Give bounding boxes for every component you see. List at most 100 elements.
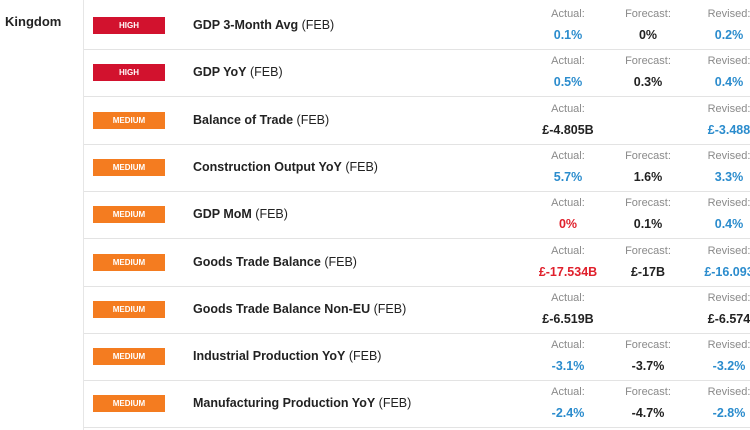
actual-label: Actual: xyxy=(551,8,585,20)
event-title: GDP 3-Month Avg xyxy=(193,18,299,32)
importance-badge: MEDIUM xyxy=(93,348,165,366)
actual-value: 0.1% xyxy=(553,28,583,42)
event-name: Balance of Trade (FEB) xyxy=(193,113,329,127)
forecast-label: Forecast: xyxy=(625,244,671,257)
event-name: Construction Output YoY (FEB) xyxy=(193,160,378,174)
revised-label: Revised: xyxy=(707,8,750,20)
actual-label: Actual: xyxy=(551,102,585,115)
revised-cell: Revised: -3.2% xyxy=(689,339,750,373)
actual-value: 0% xyxy=(558,217,578,232)
actual-cell: Actual: £-6.519B xyxy=(528,292,608,326)
revised-label: Revised: xyxy=(707,386,750,399)
actual-label: Actual: xyxy=(551,339,585,352)
importance-badge: MEDIUM xyxy=(93,300,165,318)
revised-cell: Revised: £-16.093 xyxy=(689,245,750,279)
event-title: Goods Trade Balance xyxy=(193,254,321,269)
importance-badge: HIGH xyxy=(93,64,165,82)
event-title: Goods Trade Balance Non-EU xyxy=(193,301,371,316)
actual-value: £-17.534B xyxy=(538,264,598,279)
actual-cell: Actual: £-17.534B xyxy=(528,245,608,279)
forecast-value: -4.7% xyxy=(631,406,665,421)
revised-cell: Revised: 3.3% xyxy=(689,150,750,184)
revised-label: Revised: xyxy=(707,55,750,68)
event-title: Construction Output YoY xyxy=(193,159,342,174)
forecast-cell: Forecast: -4.7% xyxy=(608,386,688,420)
forecast-value: 0% xyxy=(638,28,658,42)
forecast-label: Forecast: xyxy=(625,8,671,20)
forecast-cell: Forecast: -3.7% xyxy=(608,339,688,373)
actual-value: -3.1% xyxy=(551,359,585,374)
revised-value: -3.2% xyxy=(712,359,746,374)
event-row: HIGH GDP YoY (FEB) Actual: 0.5% Forecast: 0.3… xyxy=(84,49,750,98)
actual-label: Actual: xyxy=(551,197,585,210)
forecast-label: Forecast: xyxy=(625,149,671,162)
importance-badge: MEDIUM xyxy=(93,253,165,271)
forecast-cell: Forecast: 0% xyxy=(608,8,688,42)
event-title: GDP MoM xyxy=(193,207,252,222)
actual-value: -2.4% xyxy=(551,406,585,421)
actual-label: Actual: xyxy=(551,291,585,304)
event-title: GDP YoY xyxy=(193,65,247,80)
revised-label: Revised: xyxy=(707,244,750,257)
actual-label: Actual: xyxy=(551,55,585,68)
forecast-cell: Forecast: 0.3% xyxy=(608,55,688,89)
event-title: Balance of Trade xyxy=(193,112,294,127)
forecast-value: £-17B xyxy=(630,264,666,279)
revised-value: £-16.093 xyxy=(704,264,750,279)
forecast-cell: Forecast: £-17B xyxy=(608,245,688,279)
event-name: GDP 3-Month Avg (FEB) xyxy=(193,18,334,32)
importance-badge: MEDIUM xyxy=(93,111,165,129)
actual-label: Actual: xyxy=(551,244,585,257)
revised-value: -2.8% xyxy=(712,406,746,421)
event-period: (FEB) xyxy=(296,112,330,127)
actual-value: £-4.805B xyxy=(542,122,594,137)
actual-label: Actual: xyxy=(551,149,585,162)
divider xyxy=(83,0,84,430)
event-period: (FEB) xyxy=(348,349,382,364)
event-period: (FEB) xyxy=(378,396,412,411)
event-name: Manufacturing Production YoY (FEB) xyxy=(193,396,411,410)
event-name: Goods Trade Balance Non-EU (FEB) xyxy=(193,302,406,316)
importance-badge: MEDIUM xyxy=(93,158,165,176)
event-name: Industrial Production YoY (FEB) xyxy=(193,349,381,363)
event-row: MEDIUM Goods Trade Balance (FEB) Actual: £-… xyxy=(84,239,750,287)
event-row: MEDIUM GDP MoM (FEB) Actual: 0% Forecast: 0.1… xyxy=(84,191,750,240)
event-row: MEDIUM Balance of Trade (FEB) Actual: £-4.8… xyxy=(84,97,750,145)
event-name: Goods Trade Balance (FEB) xyxy=(193,255,357,269)
forecast-value: 0.1% xyxy=(633,217,663,232)
actual-cell: Actual: 0.5% xyxy=(528,55,608,89)
importance-badge: MEDIUM xyxy=(93,395,165,413)
event-row: HIGH GDP 3-Month Avg (FEB) Actual: 0.1% Fore… xyxy=(84,2,750,50)
forecast-label: Forecast: xyxy=(625,55,671,68)
event-period: (FEB) xyxy=(249,65,283,80)
revised-cell: Revised: £-6.574 xyxy=(689,292,750,326)
revised-value: 3.3% xyxy=(714,169,744,184)
importance-badge: HIGH xyxy=(93,17,165,34)
revised-label: Revised: xyxy=(707,197,750,210)
event-row: MEDIUM Goods Trade Balance Non-EU (FEB) Ac… xyxy=(84,286,750,334)
actual-value: 0.5% xyxy=(553,75,583,90)
importance-badge: MEDIUM xyxy=(93,206,165,224)
actual-cell: Actual: -2.4% xyxy=(528,386,608,420)
actual-cell: Actual: 0.1% xyxy=(528,8,608,42)
actual-cell: Actual: -3.1% xyxy=(528,339,608,373)
revised-cell: Revised: 0.4% xyxy=(689,55,750,89)
event-title: Industrial Production YoY xyxy=(193,349,346,364)
event-period: (FEB) xyxy=(373,301,407,316)
country: Kingdom xyxy=(5,14,62,29)
revised-value: 0.2% xyxy=(714,28,744,42)
event-name: GDP YoY (FEB) xyxy=(193,65,283,79)
revised-label: Revised: xyxy=(707,149,750,162)
forecast-label: Forecast: xyxy=(625,197,671,210)
actual-label: Actual: xyxy=(551,386,585,399)
actual-cell: Actual: 0% xyxy=(528,197,608,231)
actual-value: £-6.519B xyxy=(542,311,594,326)
revised-cell: Revised: 0.4% xyxy=(689,197,750,231)
event-period: (FEB) xyxy=(255,207,288,222)
forecast-label: Forecast: xyxy=(625,339,671,352)
event-row: MEDIUM Industrial Production YoY (FEB) Act… xyxy=(84,333,750,382)
revised-label: Revised: xyxy=(707,291,750,304)
revised-value: 0.4% xyxy=(714,75,744,90)
event-name: GDP MoM (FEB) xyxy=(193,207,288,221)
